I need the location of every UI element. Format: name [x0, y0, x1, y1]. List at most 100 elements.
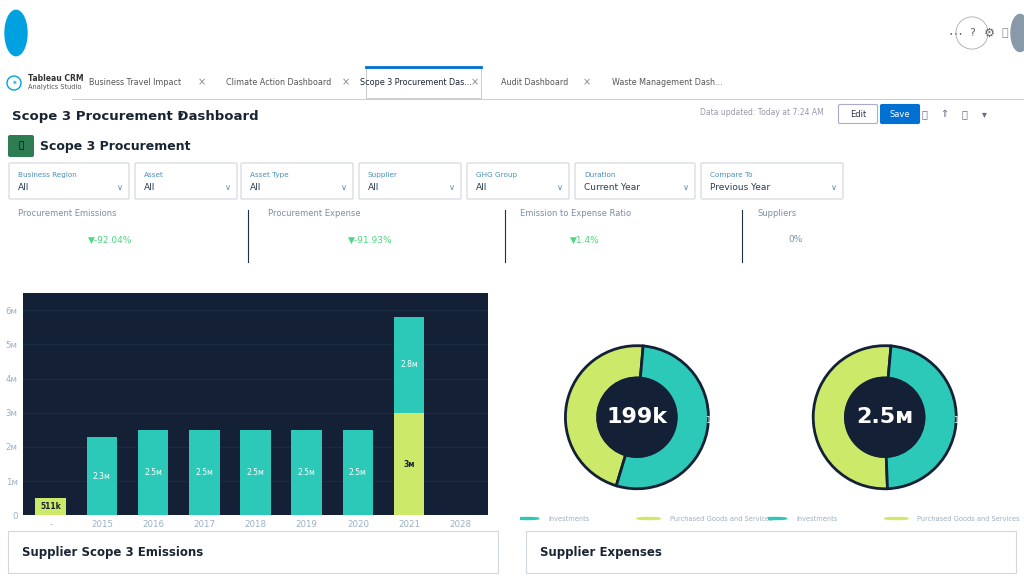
- Text: 1.2м: 1.2м: [954, 416, 976, 425]
- Wedge shape: [565, 346, 643, 486]
- Text: ▼1.4%: ▼1.4%: [570, 235, 600, 244]
- FancyBboxPatch shape: [8, 531, 498, 573]
- Text: All: All: [476, 183, 487, 191]
- Text: Scope 3 Procurement Dashboard: Scope 3 Procurement Dashboard: [12, 109, 259, 123]
- Text: ∨: ∨: [449, 183, 455, 191]
- Text: ▼-92.04%: ▼-92.04%: [88, 235, 132, 244]
- Circle shape: [1011, 14, 1024, 51]
- Text: Emissions for Greenhouse Gas (GHG) Scope 3 Categories: Emissions for Greenhouse Gas (GHG) Scope…: [604, 281, 923, 292]
- Bar: [342, 430, 373, 516]
- Text: Asset: Asset: [144, 172, 164, 178]
- FancyBboxPatch shape: [467, 163, 569, 199]
- Text: Selected Period: Selected Period: [598, 309, 673, 319]
- Text: 2.8м: 2.8м: [400, 361, 418, 369]
- Text: Investments: Investments: [548, 516, 590, 521]
- Text: ×: ×: [583, 77, 591, 87]
- Text: 93k: 93k: [546, 409, 563, 418]
- Text: Emissions Over Time: Emissions Over Time: [23, 278, 139, 288]
- Text: 1.3м: 1.3м: [792, 416, 813, 425]
- Text: ?: ?: [969, 28, 975, 38]
- Text: Investments: Investments: [796, 516, 838, 521]
- Circle shape: [597, 377, 677, 457]
- FancyBboxPatch shape: [135, 163, 237, 199]
- Text: Audit Dashboard: Audit Dashboard: [502, 77, 568, 87]
- Text: ∨: ∨: [830, 183, 837, 191]
- Text: All: All: [368, 183, 379, 191]
- Text: 511k: 511k: [40, 502, 61, 511]
- Text: Compare To: Compare To: [710, 172, 753, 178]
- Text: All: All: [250, 183, 261, 191]
- Text: 🔔: 🔔: [962, 109, 967, 119]
- Text: Business Region: Business Region: [18, 172, 77, 178]
- Text: ×: ×: [198, 77, 206, 87]
- Text: 2.5м: 2.5м: [144, 468, 162, 477]
- Text: Waste Management Dash...: Waste Management Dash...: [611, 77, 722, 87]
- Text: All: All: [144, 183, 156, 191]
- Text: Procurement Expense: Procurement Expense: [268, 209, 360, 218]
- Text: ∨: ∨: [117, 183, 123, 191]
- Circle shape: [763, 517, 786, 520]
- Text: ×: ×: [342, 77, 350, 87]
- FancyBboxPatch shape: [881, 105, 920, 124]
- Text: Supplier Scope 3 Emissions: Supplier Scope 3 Emissions: [22, 546, 203, 559]
- FancyBboxPatch shape: [359, 163, 461, 199]
- Bar: [393, 413, 424, 516]
- Text: ∨: ∨: [683, 183, 689, 191]
- Text: ▼-91.93%: ▼-91.93%: [348, 235, 392, 244]
- Text: ∨: ∨: [341, 183, 347, 191]
- FancyBboxPatch shape: [839, 105, 878, 124]
- Text: 2.5м: 2.5м: [856, 407, 913, 427]
- Text: 199k: 199k: [606, 407, 668, 427]
- Bar: [35, 498, 66, 516]
- Text: GHG Group: GHG Group: [476, 172, 517, 178]
- FancyBboxPatch shape: [8, 135, 34, 157]
- Text: 12: 12: [758, 227, 795, 253]
- Text: Supplier Expenses: Supplier Expenses: [540, 546, 662, 559]
- Circle shape: [885, 517, 908, 520]
- Text: ∨: ∨: [225, 183, 231, 191]
- Text: 2.5м: 2.5м: [349, 468, 367, 477]
- Text: Current Year: Current Year: [584, 183, 640, 191]
- Text: Save: Save: [890, 109, 910, 118]
- Bar: [291, 430, 322, 516]
- Circle shape: [637, 517, 660, 520]
- Text: Comparison Period: Comparison Period: [844, 309, 935, 319]
- Text: Asset Type: Asset Type: [250, 172, 289, 178]
- FancyBboxPatch shape: [575, 163, 695, 199]
- Text: ☁: ☁: [9, 28, 23, 42]
- Text: Previous Year: Previous Year: [710, 183, 770, 191]
- Text: ▾: ▾: [982, 109, 986, 119]
- Wedge shape: [886, 346, 956, 489]
- Circle shape: [5, 10, 27, 55]
- Text: Data updated: Today at 7:24 AM: Data updated: Today at 7:24 AM: [700, 108, 823, 117]
- Text: 3м: 3м: [403, 460, 415, 469]
- Text: ⚙: ⚙: [983, 27, 994, 39]
- Text: $50.5M: $50.5M: [268, 227, 378, 253]
- Text: Edit: Edit: [850, 109, 866, 118]
- Bar: [86, 437, 117, 516]
- Text: ×: ×: [471, 77, 479, 87]
- Text: 2.3м: 2.3м: [93, 472, 111, 480]
- Text: 0%: 0%: [788, 235, 803, 244]
- Text: Supplier: Supplier: [368, 172, 398, 178]
- Text: Duration: Duration: [584, 172, 615, 178]
- Text: Scope 3 Procurement: Scope 3 Procurement: [40, 139, 190, 153]
- Bar: [188, 430, 219, 516]
- Text: Purchased Goods and Services: Purchased Goods and Services: [670, 516, 772, 521]
- Legend: Stationary Sources (tCO2e), Vehicles, Scope 3, Others: Stationary Sources (tCO2e), Vehicles, Sc…: [77, 535, 323, 547]
- Text: ⛶: ⛶: [921, 109, 927, 119]
- Text: ⋯: ⋯: [948, 26, 962, 40]
- Bar: [137, 430, 168, 516]
- Text: Business Travel Impact: Business Travel Impact: [89, 77, 181, 87]
- Wedge shape: [813, 346, 891, 489]
- Text: 106k: 106k: [706, 416, 728, 425]
- Text: Suppliers: Suppliers: [758, 209, 798, 218]
- Text: 🌱: 🌱: [18, 142, 24, 150]
- FancyBboxPatch shape: [241, 163, 353, 199]
- FancyBboxPatch shape: [701, 163, 843, 199]
- Circle shape: [515, 517, 539, 520]
- Circle shape: [845, 377, 925, 457]
- Text: 198.8k: 198.8k: [18, 227, 120, 253]
- Text: Procurement Emissions: Procurement Emissions: [18, 209, 117, 218]
- Text: 🔔: 🔔: [1001, 28, 1009, 38]
